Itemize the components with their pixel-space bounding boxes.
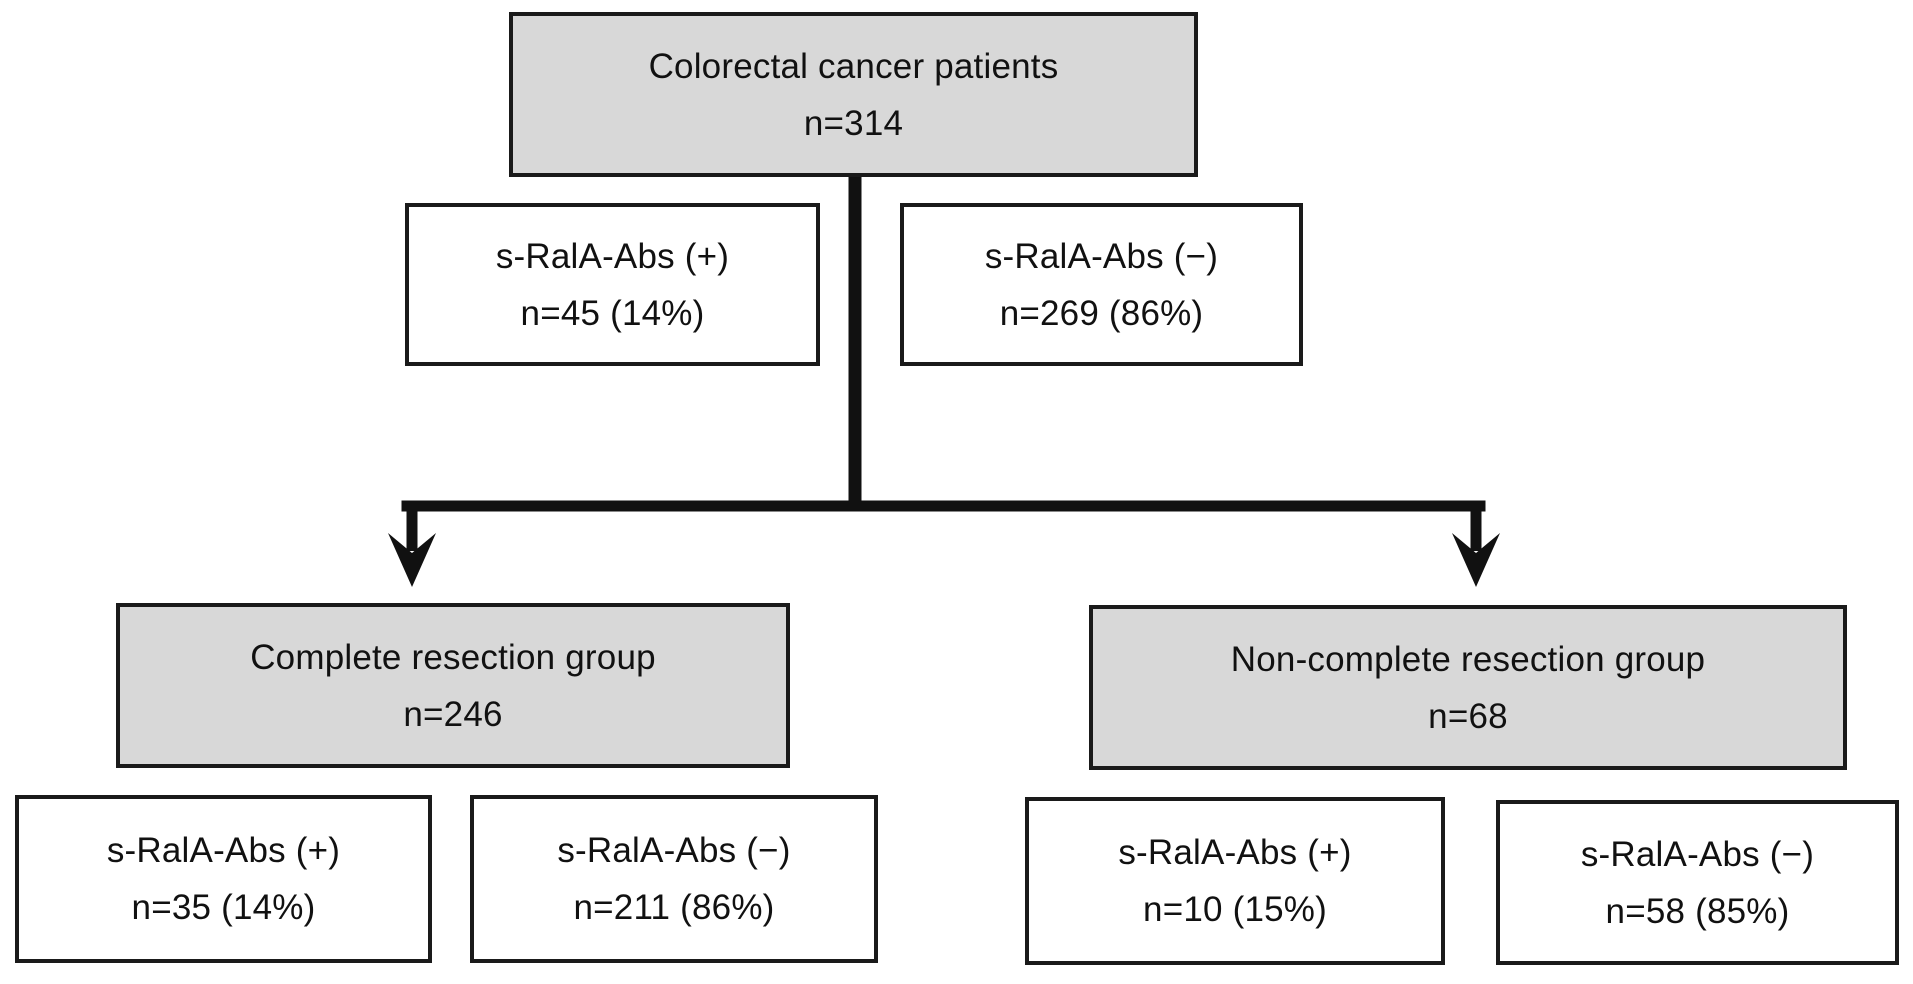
arrow-down-left-icon: [388, 533, 436, 587]
box-line2: n=211 (86%): [573, 888, 775, 927]
box-line1: s-RalA-Abs (+): [1118, 833, 1352, 872]
box-line2: n=269 (86%): [999, 293, 1204, 333]
box-complete-resection-group: Complete resection group n=246: [116, 603, 790, 768]
box-line1: Non-complete resection group: [1230, 639, 1706, 679]
box-noncomplete-resection-group: Non-complete resection group n=68: [1089, 605, 1847, 770]
box-line1: Complete resection group: [250, 637, 656, 677]
box-line2: n=314: [803, 103, 904, 143]
box-srala-neg-all: s-RalA-Abs (−) n=269 (86%): [900, 203, 1303, 366]
box-line2: n=68: [1428, 696, 1508, 736]
box-line2: n=35 (14%): [131, 888, 316, 927]
box-colorectal-patients: Colorectal cancer patients n=314: [509, 12, 1198, 177]
box-srala-pos-complete: s-RalA-Abs (+) n=35 (14%): [15, 795, 432, 963]
box-srala-pos-noncomplete: s-RalA-Abs (+) n=10 (15%): [1025, 797, 1445, 965]
box-line1: s-RalA-Abs (−): [1580, 834, 1815, 874]
box-line2: n=246: [403, 694, 503, 734]
box-srala-neg-complete: s-RalA-Abs (−) n=211 (86%): [470, 795, 878, 963]
box-line1: s-RalA-Abs (+): [495, 236, 730, 276]
box-line2: n=58 (85%): [1605, 891, 1790, 931]
box-line1: s-RalA-Abs (−): [557, 831, 791, 870]
arrow-down-right-icon: [1452, 533, 1500, 587]
box-srala-pos-all: s-RalA-Abs (+) n=45 (14%): [405, 203, 820, 366]
box-srala-neg-noncomplete: s-RalA-Abs (−) n=58 (85%): [1496, 800, 1899, 965]
box-line1: s-RalA-Abs (+): [106, 831, 341, 870]
box-line1: s-RalA-Abs (−): [984, 236, 1219, 276]
box-line1: Colorectal cancer patients: [648, 46, 1059, 86]
box-line2: n=45 (14%): [520, 293, 705, 333]
box-line2: n=10 (15%): [1143, 890, 1327, 929]
